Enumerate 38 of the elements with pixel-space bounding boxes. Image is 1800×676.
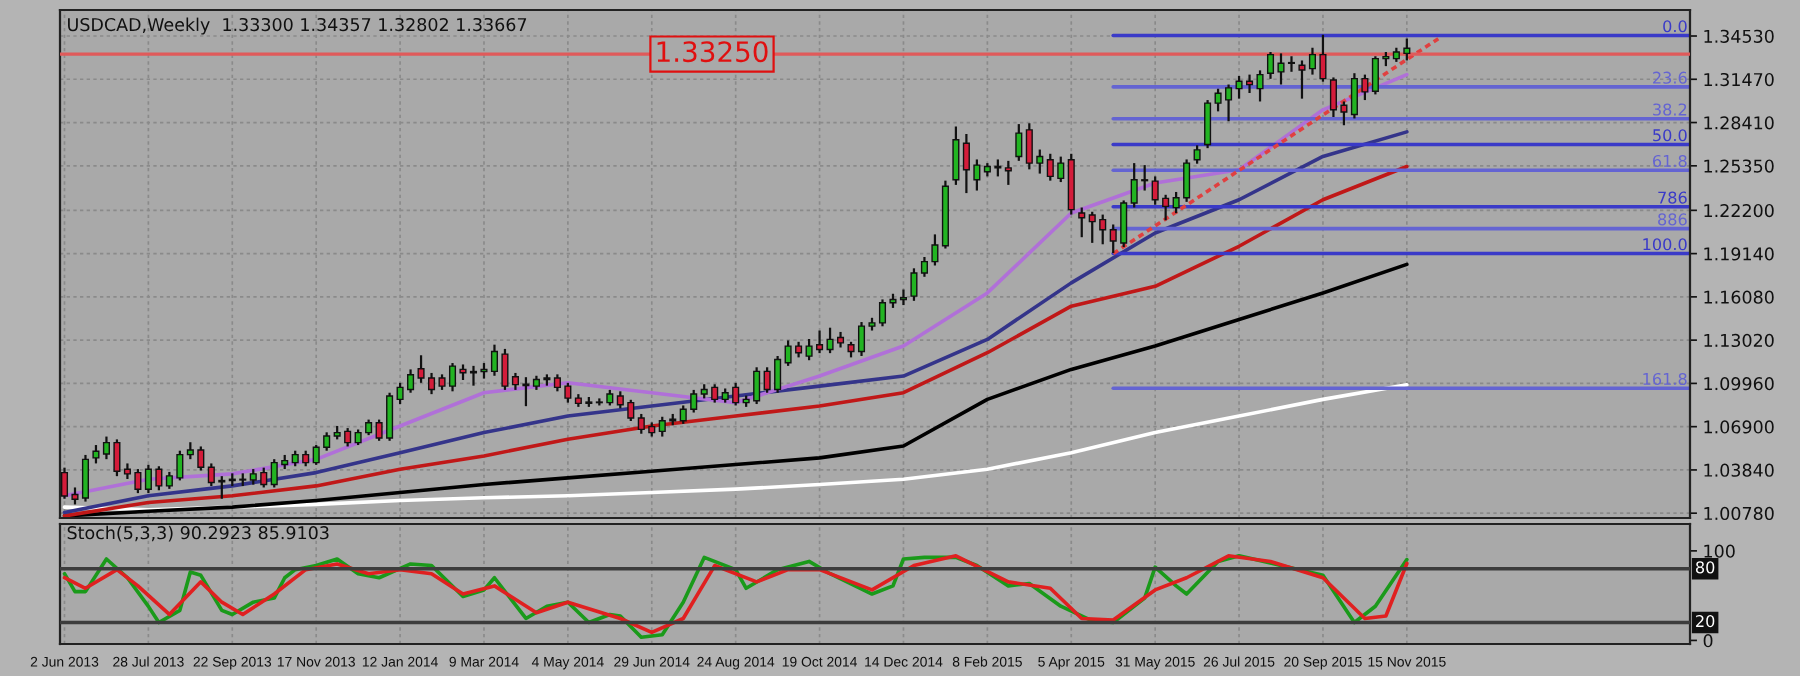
- series-label: 38.2: [1653, 103, 1687, 116]
- y-tick-label: 1.06900: [1704, 420, 1774, 434]
- y-tick-label: 1.34530: [1704, 29, 1774, 43]
- line-series: [62, 383, 1409, 512]
- candlestick: [1015, 122, 1023, 162]
- candlestick: [1078, 206, 1086, 239]
- y-tick-label: 1.00780: [1704, 506, 1774, 521]
- series-label: 786: [1658, 191, 1687, 204]
- chart-title: USDCAD,Weekly 1.33300 1.34357 1.32802 1.33667: [68, 17, 527, 35]
- candlestick: [1004, 159, 1012, 186]
- chart-title: Stoch(5,3,3) 90.2923 85.9103: [67, 525, 329, 542]
- candlestick: [910, 267, 918, 302]
- y-tick-label: 1.22200: [1704, 204, 1774, 218]
- ref-line-label: 1.33250: [657, 41, 768, 63]
- y-tick-label: 1.13020: [1704, 333, 1774, 348]
- y-tick-label: 1.31470: [1704, 72, 1774, 87]
- ref-line-label: 80: [1695, 561, 1715, 574]
- ref-line-label: 20: [1696, 615, 1715, 628]
- line-series: [62, 72, 1409, 498]
- y-tick-label: 0: [1703, 634, 1713, 648]
- candlestick: [952, 125, 960, 186]
- series-label: 161.8: [1643, 372, 1687, 386]
- series-label: 61.8: [1653, 154, 1687, 168]
- y-tick-label: 1.09960: [1704, 377, 1774, 391]
- y-tick-label: 1.25350: [1704, 159, 1774, 173]
- candlestick: [1204, 98, 1212, 150]
- series-label: 0.0: [1663, 20, 1687, 33]
- y-tick-label: 1.16080: [1704, 290, 1774, 304]
- y-tick-label: 1.19140: [1704, 247, 1774, 261]
- series-label: 50.0: [1653, 129, 1687, 142]
- candlestick: [92, 443, 100, 465]
- series-label: 23.6: [1653, 71, 1687, 84]
- series-label: 100.0: [1643, 238, 1687, 251]
- y-tick-label: 1.03840: [1704, 463, 1774, 477]
- y-tick-label: 100: [1704, 544, 1735, 558]
- y-tick-label: 1.28410: [1704, 116, 1774, 130]
- candlestick: [1193, 144, 1201, 165]
- series-label: 886: [1658, 213, 1687, 226]
